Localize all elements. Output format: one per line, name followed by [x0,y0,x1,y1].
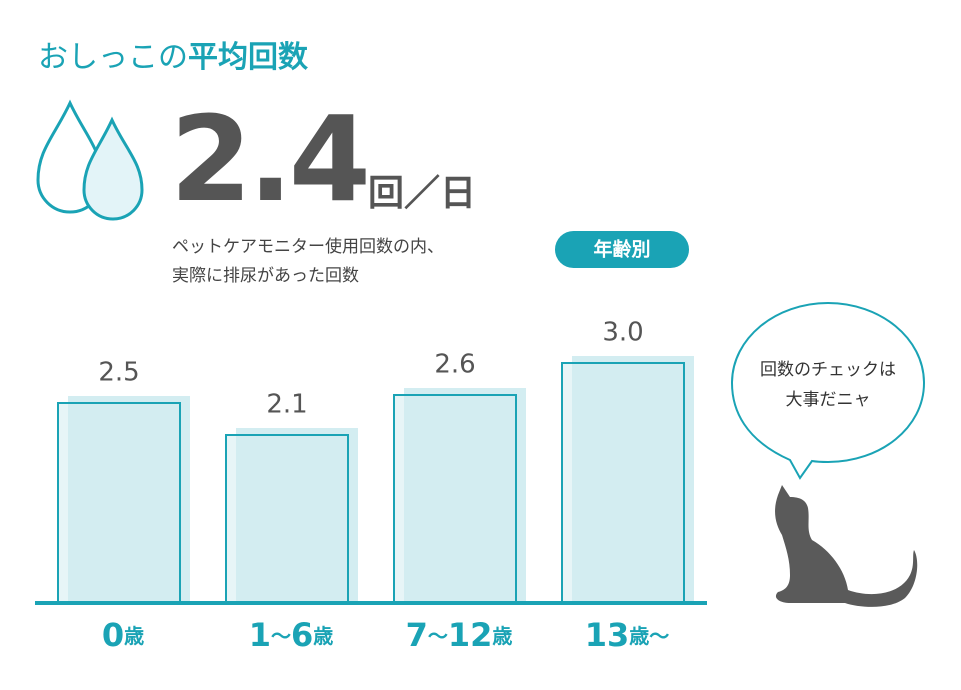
category-label: 13歳〜 [585,616,670,654]
category-label: 1〜6歳 [249,616,334,654]
category-label-part: 6 [291,616,313,654]
category-label-part: 12 [448,616,493,654]
bar [393,394,517,604]
value-label: 2.5 [98,358,139,388]
category-label: 7〜12歳 [406,616,513,654]
headline-unit: 回／日 [368,173,476,214]
title: おしっこの平均回数 [38,40,309,75]
bar [225,434,349,604]
title-regular: おしっこの [38,40,188,75]
headline-value: 2.4 [170,90,367,228]
bar [57,402,181,604]
description: 実際に排尿があった回数 [172,266,359,286]
badge [555,231,689,268]
value-label: 2.6 [434,350,475,380]
category-label-part: 1 [249,616,271,654]
category-label-part: 歳 [492,624,512,648]
badge-label: 年齢別 [593,238,650,261]
category-label-part: 13 [585,616,630,654]
category-label-part: 〜 [428,624,448,648]
speech-text: 回数のチェックは [760,360,896,380]
category-label-part: 歳 [124,624,144,648]
description: ペットケアモニター使用回数の内、 [172,236,444,257]
category-label-part: 0 [102,616,124,654]
cat-silhouette [775,485,918,607]
category-label-part: 歳〜 [629,624,669,648]
title-bold: 平均回数 [188,40,309,75]
category-label-part: 7 [406,616,428,654]
speech-text: 大事だニャ [786,390,871,410]
value-label: 2.1 [266,390,307,420]
category-label-part: 〜 [271,624,291,648]
speech-bubble [730,301,926,480]
category-label-part: 歳 [313,624,333,648]
value-label: 3.0 [602,318,643,348]
drop-icon [82,116,144,221]
category-label: 0歳 [102,616,144,654]
bar [561,362,685,604]
